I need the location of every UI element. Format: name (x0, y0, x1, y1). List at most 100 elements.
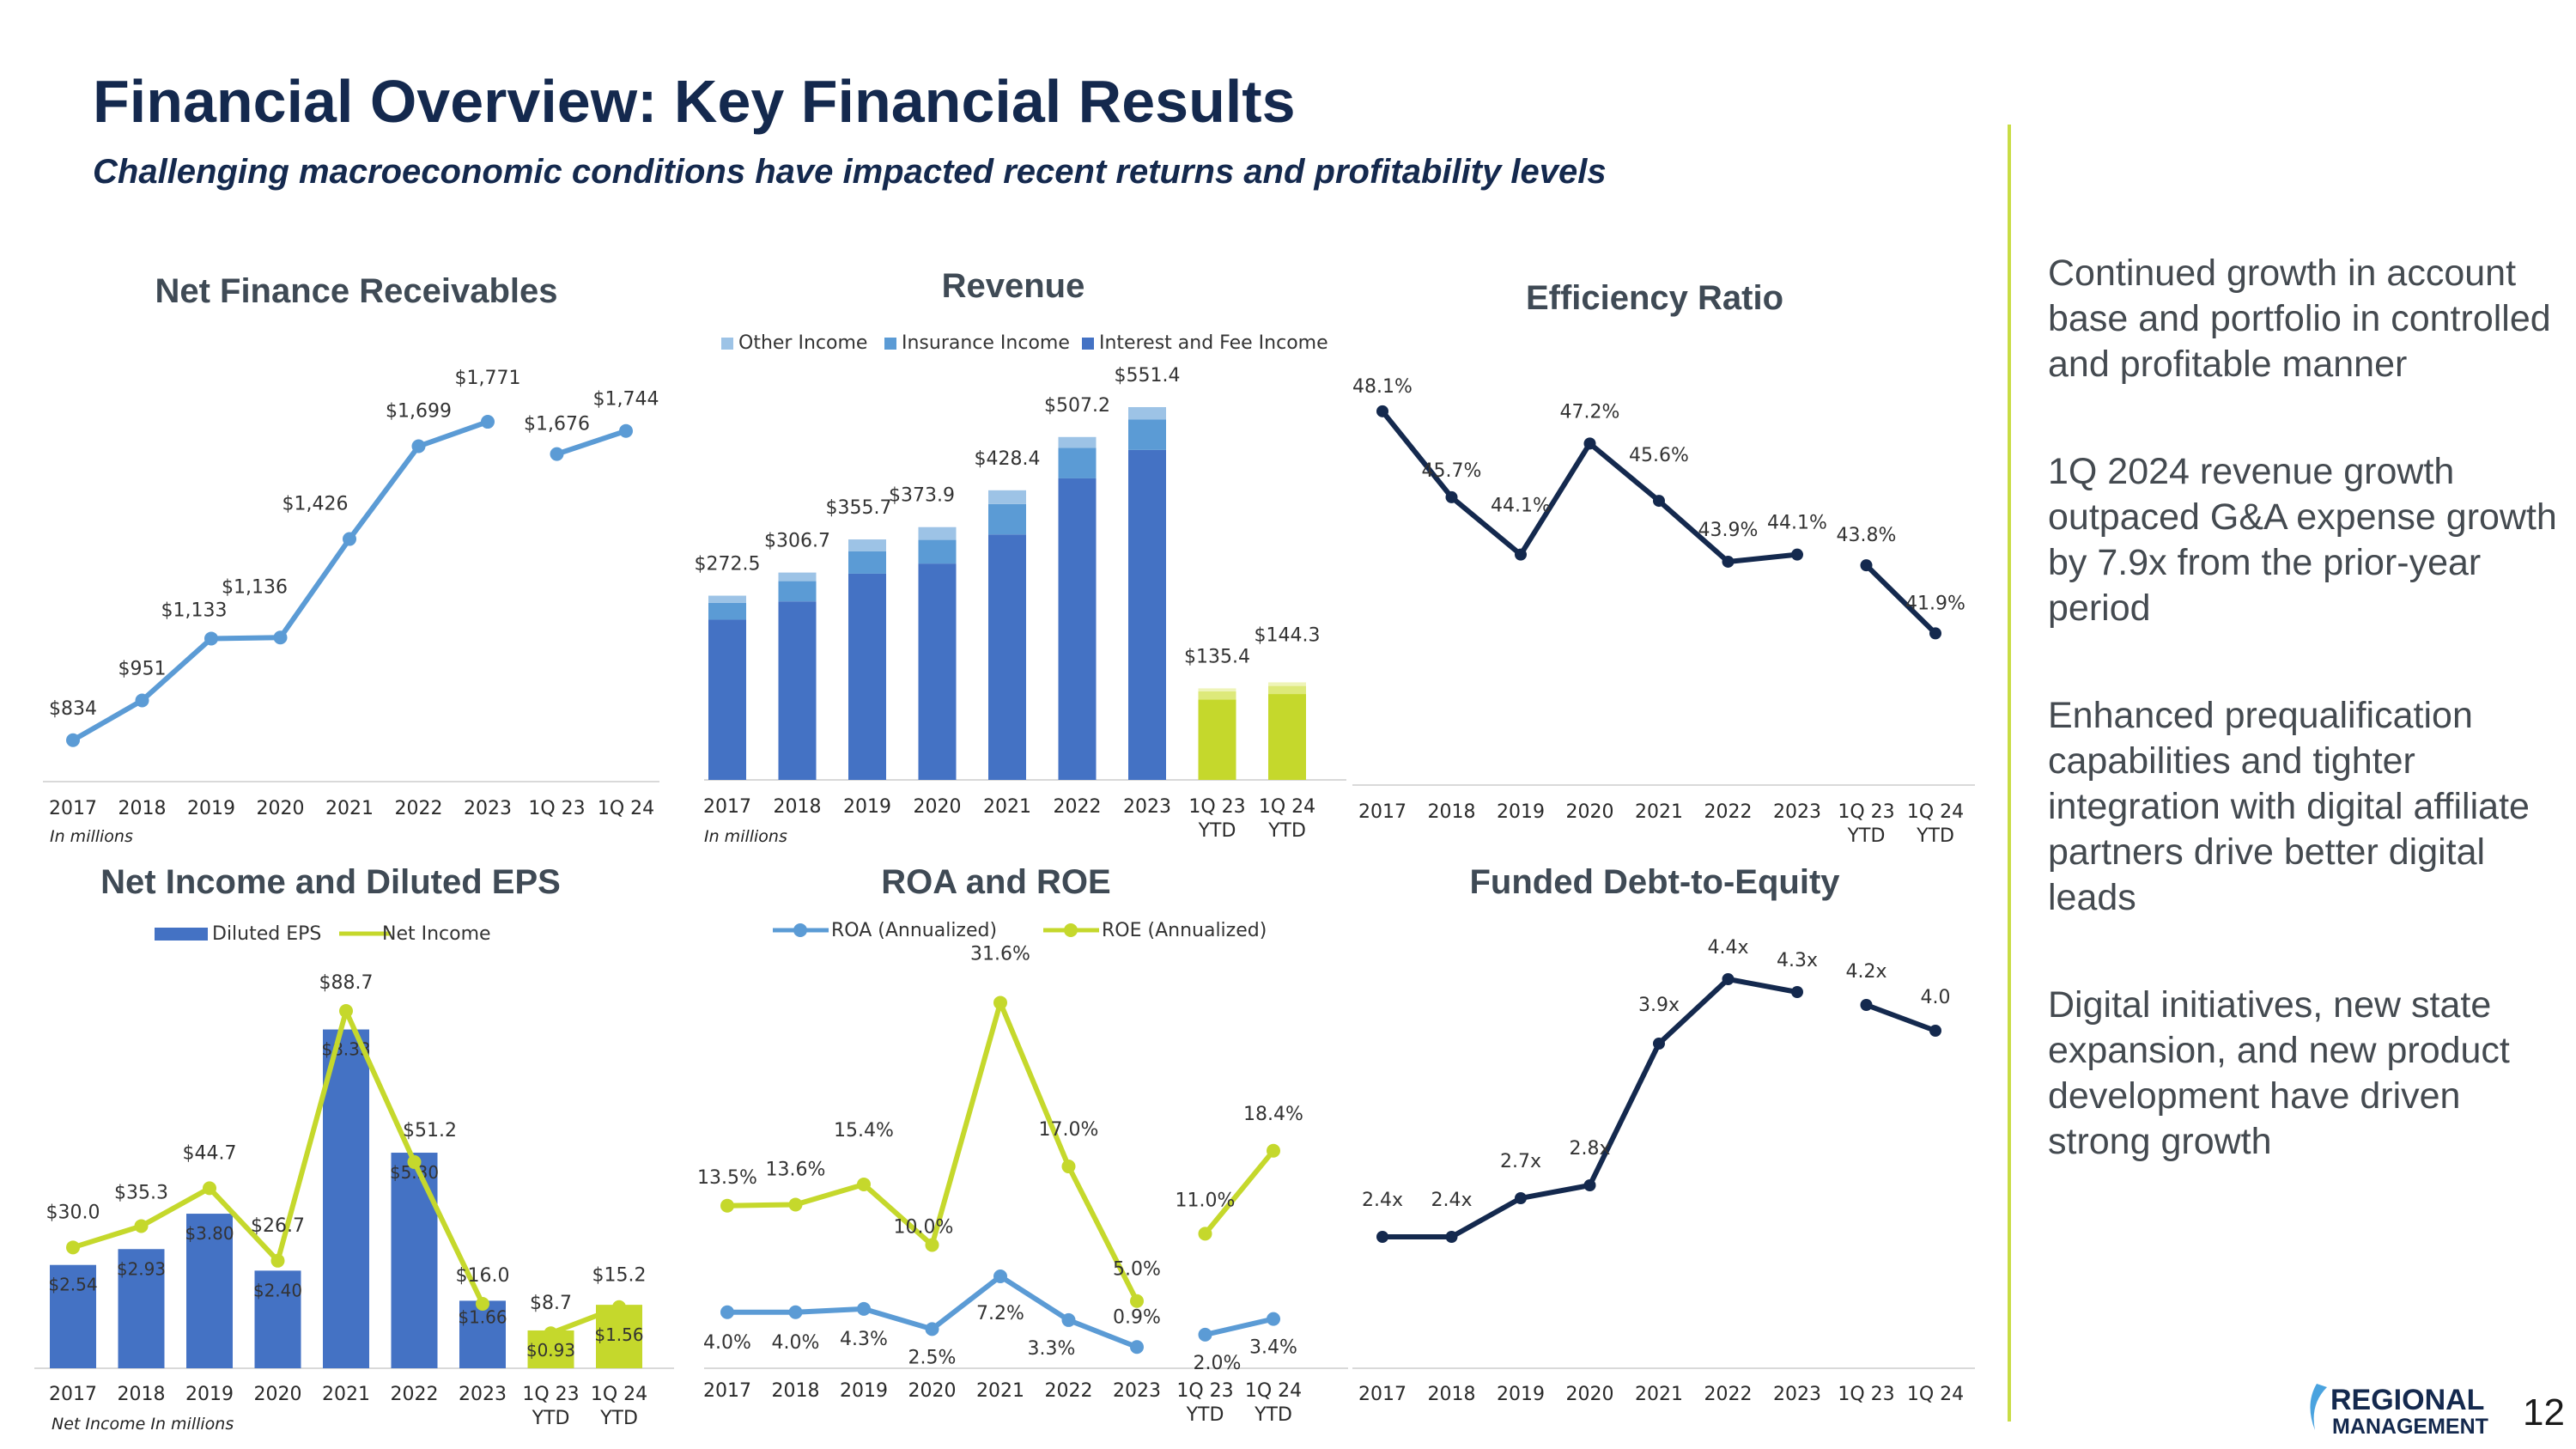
regional-management-logo: REGIONAL MANAGEMENT (2301, 1379, 2516, 1439)
net-income-label: $16.0 (456, 1265, 510, 1287)
data-label: $1,699 (386, 401, 452, 423)
eps-bar (254, 1270, 301, 1368)
net-income-point (612, 1300, 626, 1314)
bar-segment (1058, 436, 1097, 448)
data-point (1267, 1143, 1280, 1158)
net-income-point (476, 1296, 489, 1311)
data-point (1583, 437, 1596, 450)
data-point (481, 415, 495, 429)
x-tick-label: 2017 (1358, 1384, 1406, 1405)
chart-revenue: Revenue Other Income Insurance Income Inter… (687, 258, 1357, 846)
net-income-label: $88.7 (319, 972, 374, 994)
data-point (720, 1198, 734, 1213)
chart-title: Funded Debt-to-Equity (1469, 863, 1840, 901)
data-point (411, 439, 426, 454)
data-label: 4.0% (703, 1332, 751, 1354)
bar-segment (708, 602, 746, 620)
data-point (1653, 495, 1665, 508)
data-point (720, 1305, 734, 1319)
x-tick-label: 2021 (1635, 1384, 1683, 1405)
data-point (788, 1305, 803, 1319)
data-label: 4.0% (772, 1332, 820, 1354)
x-tick-label: 1Q 24 (598, 798, 654, 819)
total-label: $551.4 (1115, 365, 1181, 387)
x-tick-label: 2021 (1635, 801, 1683, 823)
bar-segment (1198, 691, 1236, 700)
x-tick-label: 2022 (395, 798, 443, 819)
x-tick-label: 2020 (908, 1380, 957, 1402)
bar-segment (778, 601, 817, 780)
data-label: 2.4x (1362, 1190, 1403, 1211)
data-label: 43.9% (1698, 520, 1759, 541)
legend-marker (793, 923, 807, 937)
x-tick-label: 2019 (1497, 1384, 1545, 1405)
logo-swoosh-icon (2310, 1384, 2327, 1430)
data-label: 3.3% (1028, 1338, 1076, 1360)
net-income-label: $30.0 (46, 1202, 100, 1223)
legend-swatch (155, 928, 208, 941)
x-tick-label: 2022 (1054, 796, 1102, 818)
x-tick-label: 2021 (322, 1384, 370, 1405)
chart-title: ROA and ROE (881, 863, 1110, 901)
data-point (1860, 999, 1873, 1011)
data-point (1791, 986, 1803, 998)
data-point (1376, 405, 1388, 417)
bar-segment (1268, 682, 1306, 686)
total-label: $306.7 (764, 531, 830, 552)
data-point (857, 1301, 871, 1316)
x-tick-label: 1Q 23 (1838, 1384, 1894, 1405)
x-tick-label: 1Q 23 YTD (522, 1384, 579, 1429)
x-tick-label: 2017 (1358, 801, 1406, 823)
net-income-label: $26.7 (251, 1215, 305, 1237)
data-point (66, 733, 80, 747)
data-label: 10.0% (894, 1216, 954, 1238)
eps-bar (186, 1214, 233, 1368)
data-label: 2.4x (1431, 1190, 1472, 1211)
net-income-point (544, 1326, 558, 1341)
x-tick-label: 2020 (254, 1384, 302, 1405)
net-income-point (66, 1240, 80, 1255)
page-subtitle: Challenging macroeconomic conditions hav… (93, 153, 1607, 191)
net-income-point (339, 1004, 353, 1019)
data-label: 48.1% (1352, 376, 1413, 398)
x-tick-label: 2022 (391, 1384, 439, 1405)
x-tick-label: 2019 (185, 1384, 234, 1405)
logo-text-bottom: MANAGEMENT (2332, 1415, 2488, 1439)
data-point (925, 1322, 939, 1336)
data-label: 2.7x (1500, 1151, 1541, 1172)
legend-label: Interest and Fee Income (1099, 332, 1328, 354)
data-label: 2.5% (908, 1347, 957, 1368)
data-point (857, 1177, 871, 1191)
eps-label: $0.93 (526, 1340, 575, 1361)
data-label: 3.4% (1249, 1337, 1297, 1359)
data-label: 18.4% (1243, 1104, 1303, 1125)
data-label: 4.3x (1777, 950, 1818, 971)
bar-segment (778, 581, 817, 602)
x-tick-label: 1Q 23 YTD (1176, 1380, 1233, 1426)
data-label: $1,676 (524, 414, 590, 435)
legend-marker (1064, 923, 1078, 937)
x-tick-label: 2019 (840, 1380, 888, 1402)
data-point (1929, 627, 1941, 640)
x-tick-label: 2017 (703, 796, 751, 818)
legend-label: Net Income (382, 923, 491, 945)
x-tick-label: 1Q 24 YTD (1245, 1380, 1302, 1426)
x-tick-label: 2023 (459, 1384, 507, 1405)
x-tick-label: 2021 (325, 798, 374, 819)
chart-efficiency-ratio: Efficiency Ratio 48.1% 45.7% 44.1% 47.2% 45.6… (1344, 258, 1988, 850)
x-tick-label: 2020 (914, 796, 962, 818)
bar-segment (1128, 406, 1166, 420)
data-point (993, 1269, 1007, 1283)
net-income-point (203, 1181, 216, 1196)
data-label: 2.0% (1194, 1353, 1242, 1374)
x-tick-label: 2022 (1045, 1380, 1093, 1402)
data-point (550, 447, 564, 461)
chart-net-finance-receivables: Net Finance Receivables $834 $951 $1,133 $1,… (34, 258, 670, 846)
data-point (619, 423, 633, 438)
bar-segment (988, 503, 1026, 535)
data-point (135, 693, 149, 708)
bar-segment (918, 563, 957, 780)
bar-segment (1128, 449, 1166, 780)
bar-segment (1268, 685, 1306, 695)
data-label: 5.0% (1113, 1259, 1161, 1281)
